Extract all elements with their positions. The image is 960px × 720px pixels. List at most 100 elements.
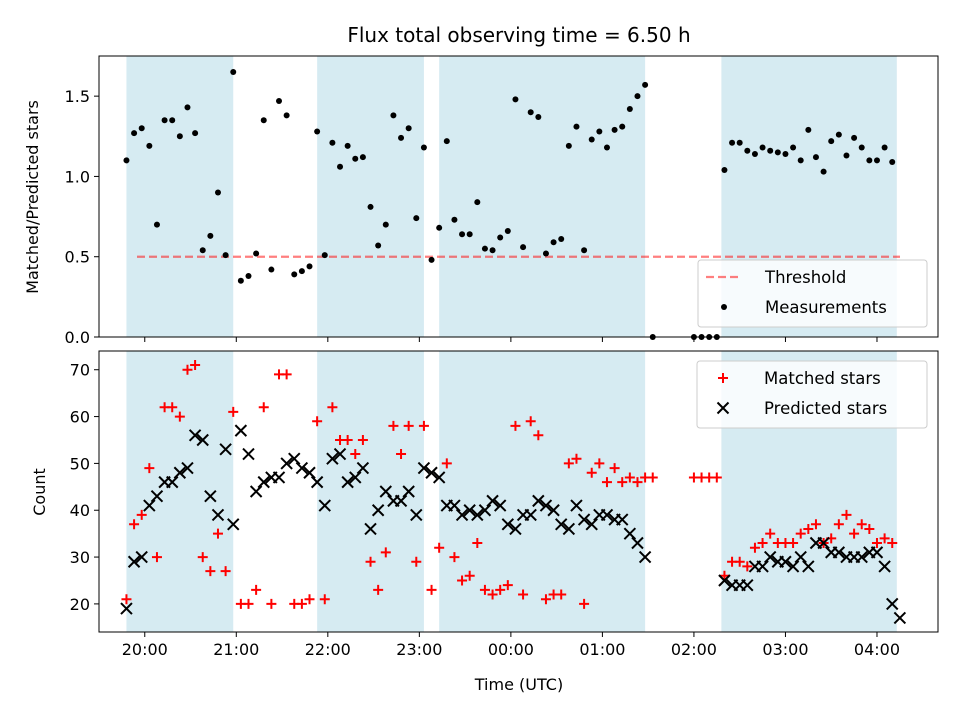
measurement-point bbox=[245, 272, 252, 279]
chart-title: Flux total observing time = 6.50 h bbox=[347, 23, 690, 47]
predicted-star-point bbox=[143, 499, 156, 512]
predicted-star-point bbox=[402, 485, 415, 498]
predicted-star-point bbox=[463, 504, 476, 517]
predicted-star-point bbox=[616, 513, 629, 526]
measurement-point bbox=[634, 93, 641, 100]
matched-star-point bbox=[556, 589, 567, 600]
measurement-point bbox=[828, 138, 835, 145]
matched-star-point bbox=[864, 523, 875, 534]
predicted-star-point bbox=[432, 471, 446, 484]
measurement-point bbox=[451, 216, 458, 223]
x-tick-label: 03:00 bbox=[762, 640, 808, 659]
measurement-point bbox=[214, 189, 221, 196]
legend-matched-swatch bbox=[718, 373, 728, 383]
measurement-point bbox=[858, 144, 865, 151]
matched-star-point bbox=[647, 472, 658, 483]
matched-star-point bbox=[220, 566, 231, 577]
measurement-point bbox=[873, 157, 880, 164]
ratio-shaded-band bbox=[126, 56, 234, 337]
measurement-point bbox=[260, 117, 267, 124]
matched-star-point bbox=[795, 528, 806, 539]
measurement-point bbox=[512, 96, 519, 103]
predicted-star-point bbox=[756, 560, 769, 573]
matched-star-point bbox=[803, 523, 814, 534]
measurement-point bbox=[611, 126, 618, 133]
matched-star-point bbox=[212, 528, 223, 539]
matched-star-point bbox=[365, 556, 376, 567]
measurement-point bbox=[729, 139, 736, 146]
predicted-star-point bbox=[638, 550, 652, 564]
ratio-panel: 0.0 0.5 1.0 1.5 Threshold Measurements bbox=[65, 55, 939, 347]
predicted-star-point bbox=[249, 485, 263, 498]
matched-star-point bbox=[472, 538, 483, 549]
measurement-point bbox=[169, 117, 176, 124]
predicted-star-point bbox=[288, 452, 301, 465]
matched-star-point bbox=[464, 570, 475, 581]
predicted-star-point bbox=[577, 513, 591, 526]
matched-star-point bbox=[502, 580, 513, 591]
matched-star-point bbox=[810, 519, 821, 530]
measurement-point bbox=[565, 142, 572, 149]
predicted-star-point bbox=[718, 574, 731, 587]
predicted-star-point bbox=[135, 550, 148, 564]
matched-star-point bbox=[856, 519, 867, 530]
matched-star-point bbox=[441, 458, 452, 469]
matched-star-point bbox=[540, 594, 551, 605]
matched-star-point bbox=[711, 472, 722, 483]
predicted-star-point bbox=[425, 466, 438, 479]
matched-star-point bbox=[887, 538, 898, 549]
bottom-y-axis-label: Count bbox=[30, 468, 49, 516]
predicted-star-point bbox=[448, 499, 461, 512]
matched-star-point bbox=[357, 434, 368, 445]
predicted-star-point bbox=[878, 560, 891, 573]
count-y-tick-label: 70 bbox=[70, 361, 90, 380]
predicted-star-point bbox=[493, 499, 507, 512]
predicted-star-point bbox=[341, 475, 354, 489]
measurement-point bbox=[337, 163, 344, 170]
matched-star-point bbox=[258, 402, 269, 413]
matched-star-point bbox=[144, 463, 155, 474]
matched-star-point bbox=[579, 598, 590, 609]
predicted-star-point bbox=[794, 550, 807, 564]
predicted-star-point bbox=[257, 475, 270, 489]
predicted-star-point bbox=[585, 518, 598, 531]
matched-star-point bbox=[749, 542, 760, 553]
measurement-point bbox=[131, 130, 138, 137]
matched-star-point bbox=[281, 369, 292, 380]
matched-star-point bbox=[487, 589, 498, 600]
ratio-y-tick-label: 1.0 bbox=[65, 167, 90, 186]
predicted-star-point bbox=[817, 536, 830, 550]
predicted-star-point bbox=[786, 560, 800, 573]
matched-star-point bbox=[373, 584, 384, 595]
predicted-star-point bbox=[417, 461, 431, 475]
x-tick-label: 00:00 bbox=[488, 640, 534, 659]
predicted-star-point bbox=[501, 518, 515, 531]
measurement-point bbox=[520, 244, 527, 251]
measurement-point bbox=[535, 114, 542, 121]
ratio-shaded-band bbox=[317, 56, 424, 337]
count-y-tick-label: 50 bbox=[70, 454, 90, 473]
predicted-star-point bbox=[623, 527, 637, 540]
predicted-star-point bbox=[349, 471, 362, 484]
matched-star-point bbox=[457, 575, 468, 586]
predicted-star-point bbox=[204, 489, 217, 503]
measurement-point bbox=[199, 247, 206, 254]
measurement-point bbox=[314, 128, 321, 135]
predicted-star-point bbox=[532, 494, 545, 508]
matched-star-point bbox=[871, 538, 882, 549]
matched-star-point bbox=[342, 434, 353, 445]
measurement-point bbox=[797, 157, 804, 164]
predicted-star-point bbox=[120, 602, 133, 615]
x-tick-label: 20:00 bbox=[122, 640, 168, 659]
matched-star-point bbox=[388, 420, 399, 431]
predicted-star-point bbox=[870, 546, 884, 559]
matched-star-point bbox=[251, 584, 262, 595]
measurement-point bbox=[573, 123, 580, 130]
measurement-point bbox=[398, 134, 405, 141]
matched-star-point bbox=[411, 556, 422, 567]
ratio-shaded-band bbox=[439, 56, 646, 337]
predicted-star-point bbox=[127, 555, 141, 568]
predicted-star-point bbox=[356, 461, 370, 475]
measurement-point bbox=[466, 231, 473, 238]
